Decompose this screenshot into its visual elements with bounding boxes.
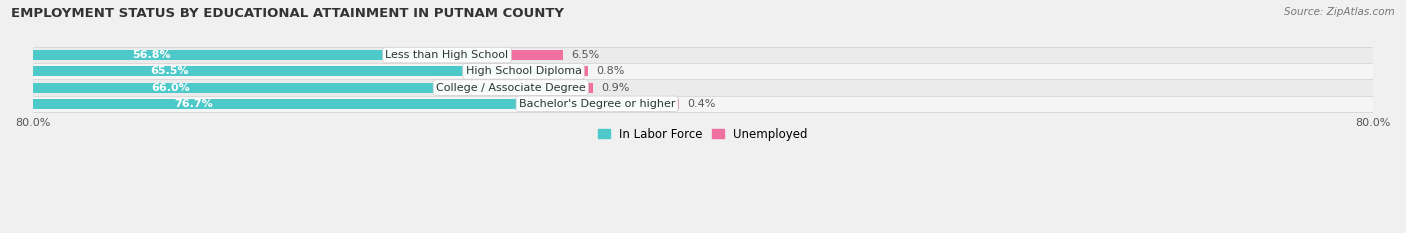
Bar [675,99,679,109]
Text: Less than High School: Less than High School [385,50,509,60]
Text: 65.5%: 65.5% [150,66,190,76]
Text: Bachelor's Degree or higher: Bachelor's Degree or higher [519,99,675,109]
Text: 0.4%: 0.4% [688,99,716,109]
Bar [32,82,586,93]
Text: EMPLOYMENT STATUS BY EDUCATIONAL ATTAINMENT IN PUTNAM COUNTY: EMPLOYMENT STATUS BY EDUCATIONAL ATTAINM… [11,7,564,20]
Text: 0.9%: 0.9% [602,82,630,93]
Text: 66.0%: 66.0% [152,82,190,93]
Bar [32,96,1374,112]
Text: 6.5%: 6.5% [571,50,600,60]
Bar [509,50,562,60]
Text: Source: ZipAtlas.com: Source: ZipAtlas.com [1284,7,1395,17]
Bar [32,99,675,109]
Bar [586,82,593,93]
Bar [582,66,588,76]
Bar [32,50,509,60]
Text: 0.8%: 0.8% [596,66,624,76]
Bar [32,66,582,76]
Bar [32,47,1374,63]
Text: College / Associate Degree: College / Associate Degree [436,82,586,93]
Bar [32,63,1374,79]
Text: High School Diploma: High School Diploma [465,66,582,76]
Legend: In Labor Force, Unemployed: In Labor Force, Unemployed [593,123,813,145]
Text: 56.8%: 56.8% [132,50,172,60]
Bar [32,79,1374,96]
Text: 76.7%: 76.7% [174,99,212,109]
